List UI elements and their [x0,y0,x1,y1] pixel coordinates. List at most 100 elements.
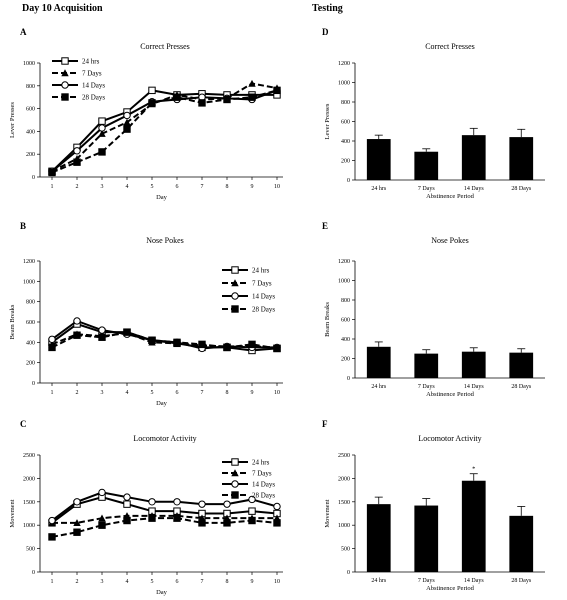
panel-a-series-line [51,89,277,173]
panel-f: F Locomotor Activity 0 500 1000 1500 2000 2500 M… [322,419,545,592]
panel-c-legend-entry: 24 hrs [222,458,270,467]
panel-b-data-point [48,335,56,343]
panel-b-series-3 [48,328,281,353]
panel-c-xlabel: Day [156,589,168,596]
panel-c-data-point [148,514,156,522]
panel-c-series-3 [48,514,281,541]
panel-a-ytick-label: 400 [26,129,35,135]
panel-a-ytick-label: 200 [26,152,35,158]
panel-b-series-0 [48,320,281,355]
panel-c-data-point [173,514,181,522]
panel-e: E Nose Pokes 0 200 400 600 800 1000 1200 Beam Bre… [322,221,545,398]
panel-d-xlabel: Abstinence Period [426,193,475,200]
panel-a-legend-marker [61,57,69,65]
panel-c-xtick-label: 3 [101,579,104,585]
panel-f-xlabel: Abstinence Period [426,585,475,592]
panel-a-legend-label: 7 Days [82,70,102,78]
panel-b-xtick-label: 6 [176,390,179,396]
panel-c-xtick-label: 10 [274,579,280,585]
panel-a-xtick-label: 6 [176,184,179,190]
panel-b-xlabel: Day [156,400,168,407]
panel-c-data-point [273,519,281,527]
panel-f-ytick-label: 2500 [338,453,350,459]
panel-c-legend-label: 7 Days [252,470,272,478]
panel-d-category-label: 24 hrs [371,186,386,192]
panel-c-data-point [173,498,181,506]
panel-a: A Correct Presses 0 200 400 600 800 1000 Lever P… [9,27,283,201]
panel-c-ytick-label: 1000 [23,523,35,529]
panel-c-data-point [123,493,131,501]
panel-c-data-point [98,521,106,529]
panel-f-ylabel: Movement [324,499,331,527]
panel-f-bar [509,515,534,572]
panel-d-ytick-label: 0 [347,178,350,184]
panel-b: B Nose Pokes 0 200 400 600 800 1000 1200 Beam Bre… [9,221,283,407]
panel-b-legend-label: 14 Days [252,293,275,301]
panel-b-data-point [148,336,156,345]
panel-b-ytick-label: 400 [26,340,35,346]
panel-c-data-point [98,514,106,522]
panel-a-ytick-label: 1000 [23,61,35,67]
panel-c-legend-marker [231,491,239,499]
panel-b-ytick-label: 1000 [23,279,35,285]
panel-a-data-point [123,111,131,120]
panel-c-data-point [73,528,81,536]
panel-e-ytick-label: 600 [341,318,350,324]
panel-f-ytick-label: 500 [341,547,350,553]
panel-b-data-point [48,343,56,352]
panel-f-category-label: 7 Days [418,578,435,584]
panel-a-xtick-label: 2 [76,184,79,190]
panel-d-bar [366,139,391,180]
panel-d-bar [509,137,534,180]
panel-a-xtick-label: 3 [101,184,104,190]
panel-d-letter: D [322,27,329,37]
panel-a-letter: A [20,27,27,37]
panel-b-legend-entry: 7 Days [222,279,272,288]
panel-a-data-point [273,86,281,95]
panel-a-data-point [73,158,81,166]
panel-b-legend-label: 7 Days [252,280,272,288]
panel-f-ytick-label: 0 [347,570,350,576]
panel-c-legend-marker [231,480,239,488]
panel-e-xlabel: Abstinence Period [426,391,475,398]
panel-a-data-point [123,118,131,126]
panel-a-xlabel: Day [156,194,168,201]
panel-c-series-line [51,517,278,538]
panel-c-ytick-label: 2500 [23,453,35,459]
panel-b-letter: B [20,221,26,231]
panel-a-data-point [173,93,181,101]
panel-a-ytick-label: 800 [26,84,35,90]
panel-e-category-label: 7 Days [418,384,435,390]
panel-a-legend-entry: 24 hrs [52,57,100,66]
panel-b-legend-marker [231,292,239,300]
panel-c-legend-entry: 7 Days [222,469,272,478]
panel-a-data-point [98,124,106,132]
panel-b-title: Nose Pokes [146,236,184,245]
panel-c-data-point [48,533,56,541]
panel-c-xtick-label: 2 [76,579,79,585]
panel-c-ytick-label: 0 [32,570,35,576]
panel-a-legend-entry: 14 Days [52,81,105,90]
panel-a-legend-marker [61,69,69,77]
panel-b-ytick-label: 800 [26,300,35,306]
panel-c-series-line [52,514,277,524]
panel-e-ytick-label: 1000 [338,279,350,285]
panel-b-xtick-label: 10 [274,390,280,396]
panel-c-data-point [123,500,131,508]
panel-d-ytick-label: 800 [341,100,350,106]
panel-e-category-label: 28 Days [511,384,531,390]
panel-e-ytick-label: 400 [341,337,350,343]
panel-f-ytick-label: 1000 [338,523,350,529]
panel-c-xtick-label: 9 [251,579,254,585]
panel-b-ytick-label: 1200 [23,259,35,265]
panel-c-data-point [248,507,256,515]
panel-e-category-label: 14 Days [464,384,484,390]
panel-a-legend-marker [61,93,69,101]
panel-a-data-point [248,93,256,101]
panel-a-data-point [148,99,156,107]
panel-a-data-point [123,125,131,133]
panel-c-data-point [98,488,106,497]
panel-b-xtick-label: 5 [151,390,154,396]
panel-e-category-label: 24 hrs [371,384,386,390]
panel-a-xtick-label: 4 [126,184,129,190]
